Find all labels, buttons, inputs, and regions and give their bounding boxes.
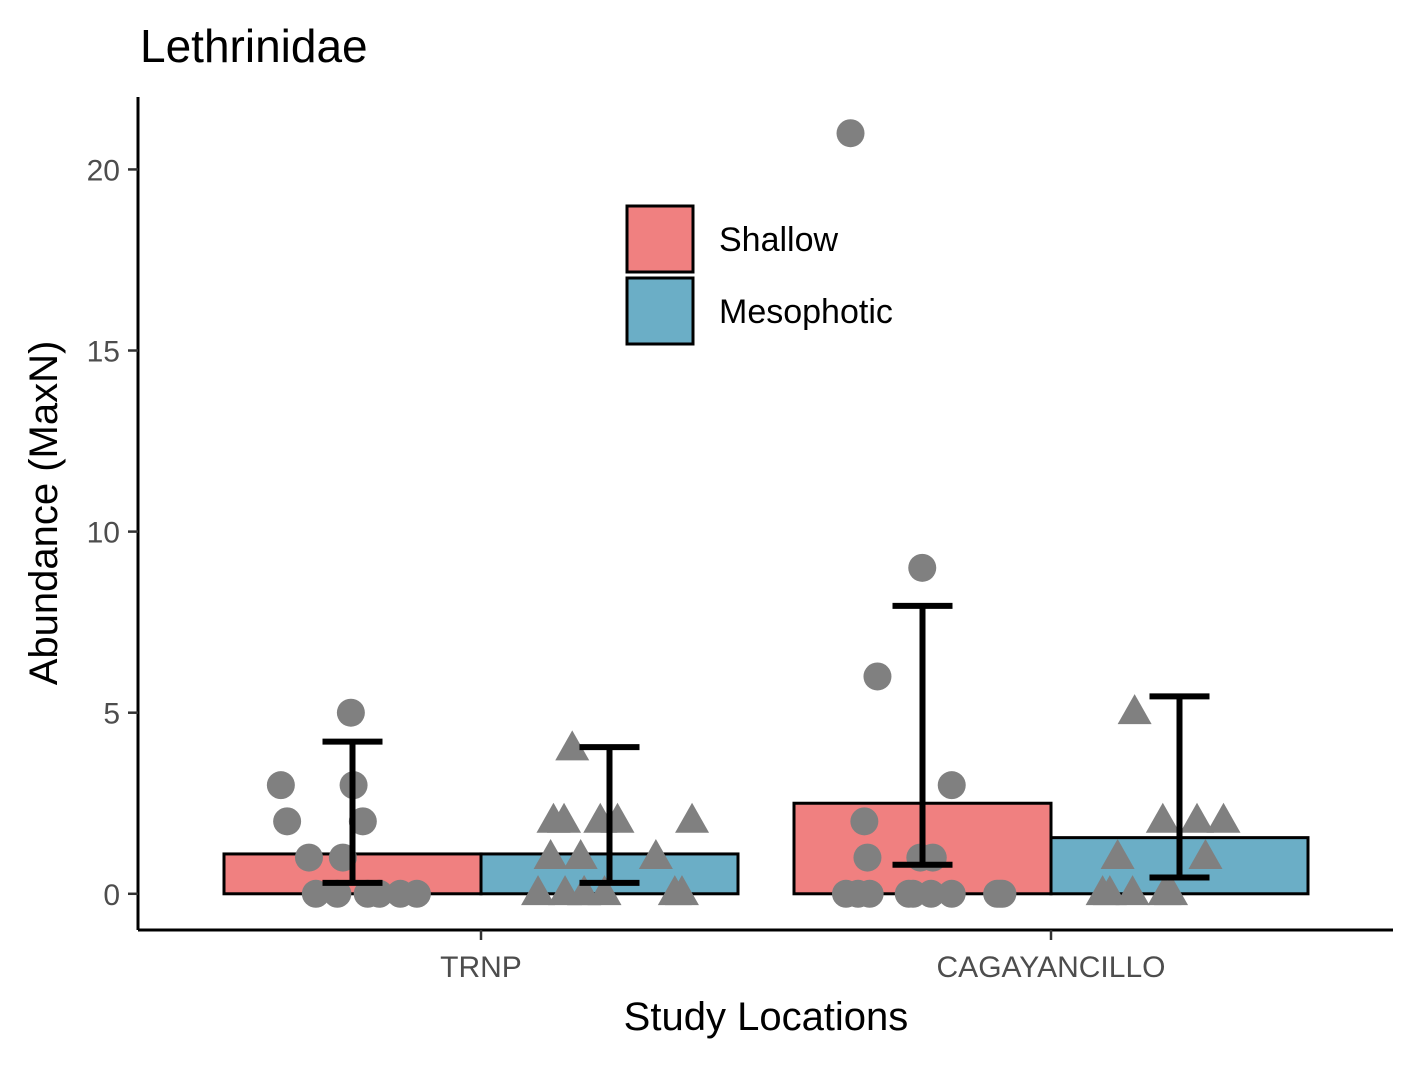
data-point-shallow-cagayancillo-14 <box>855 879 884 908</box>
error-bar-shallow-trnp <box>322 738 383 886</box>
data-point-shallow-trnp-0 <box>336 698 365 727</box>
data-point-mesophotic-trnp-4 <box>547 802 582 833</box>
y-tick-label-10: 10 <box>87 517 120 550</box>
data-point-mesophotic-trnp-13 <box>548 875 583 906</box>
data-point-shallow-cagayancillo-1 <box>908 553 937 582</box>
y-axis-title: Abundance (MaxN) <box>22 341 66 686</box>
error-bar-shallow-cagayancillo <box>892 602 953 868</box>
data-point-mesophotic-trnp-14 <box>657 875 692 906</box>
data-point-shallow-cagayancillo-7 <box>853 843 882 872</box>
data-point-shallow-trnp-6 <box>266 771 295 800</box>
data-point-mesophotic-trnp-6 <box>563 838 598 869</box>
axes-layer: 0 5 10 15 20 TRNP CAGAYANCILLO <box>87 97 1393 984</box>
x-axis-title: Study Locations <box>624 995 909 1039</box>
y-tick-label-5: 5 <box>103 698 120 731</box>
data-point-shallow-cagayancillo-0 <box>836 119 865 148</box>
error-bar-mesophotic-trnp <box>579 744 640 886</box>
bars-layer <box>222 801 1310 896</box>
legend-label-mesophotic: Mesophotic <box>719 293 893 331</box>
data-point-shallow-cagayancillo-4 <box>850 807 879 836</box>
data-point-mesophotic-cagayancillo-10 <box>1147 875 1182 906</box>
data-point-mesophotic-cagayancillo-9 <box>1085 875 1120 906</box>
y-tick-label-20: 20 <box>87 154 120 187</box>
error-bars-layer <box>322 602 1210 886</box>
data-point-shallow-trnp-9 <box>323 879 352 908</box>
data-point-mesophotic-cagayancillo-4 <box>1188 838 1223 869</box>
data-point-mesophotic-cagayancillo-6 <box>1115 875 1150 906</box>
data-point-mesophotic-cagayancillo-0 <box>1117 694 1152 725</box>
data-point-mesophotic-trnp-7 <box>533 838 568 869</box>
data-point-mesophotic-cagayancillo-2 <box>1145 802 1180 833</box>
data-point-shallow-trnp-2 <box>273 807 302 836</box>
legend-key-shallow <box>625 204 695 274</box>
data-point-mesophotic-trnp-11 <box>521 875 556 906</box>
y-tick-label-0: 0 <box>103 879 120 912</box>
y-tick-label-15: 15 <box>87 336 120 369</box>
data-point-shallow-trnp-12 <box>365 879 394 908</box>
data-point-shallow-trnp-1 <box>348 807 377 836</box>
legend-label-shallow: Shallow <box>719 221 839 259</box>
data-point-shallow-trnp-10 <box>301 879 330 908</box>
data-point-mesophotic-cagayancillo-3 <box>1206 802 1241 833</box>
data-point-shallow-cagayancillo-3 <box>937 771 966 800</box>
data-point-shallow-cagayancillo-2 <box>863 662 892 691</box>
legend-key-mesophotic <box>625 276 695 346</box>
data-point-shallow-cagayancillo-17 <box>937 879 966 908</box>
error-bar-mesophotic-cagayancillo <box>1149 693 1210 881</box>
data-point-shallow-cagayancillo-13 <box>985 879 1014 908</box>
data-point-shallow-trnp-11 <box>386 879 415 908</box>
data-point-mesophotic-cagayancillo-5 <box>1100 838 1135 869</box>
data-point-mesophotic-trnp-2 <box>675 802 710 833</box>
data-point-mesophotic-trnp-0 <box>555 730 590 761</box>
data-point-shallow-cagayancillo-16 <box>917 879 946 908</box>
chart-title: Lethrinidae <box>140 20 368 72</box>
data-point-mesophotic-trnp-8 <box>638 838 673 869</box>
legend: Shallow Mesophotic <box>625 204 893 346</box>
data-point-mesophotic-trnp-15 <box>587 875 622 906</box>
x-tick-label-cagayancillo: CAGAYANCILLO <box>937 951 1166 984</box>
data-point-shallow-trnp-3 <box>294 843 323 872</box>
data-point-shallow-cagayancillo-15 <box>894 879 923 908</box>
x-tick-label-trnp: TRNP <box>440 951 522 984</box>
data-point-mesophotic-cagayancillo-1 <box>1180 802 1215 833</box>
